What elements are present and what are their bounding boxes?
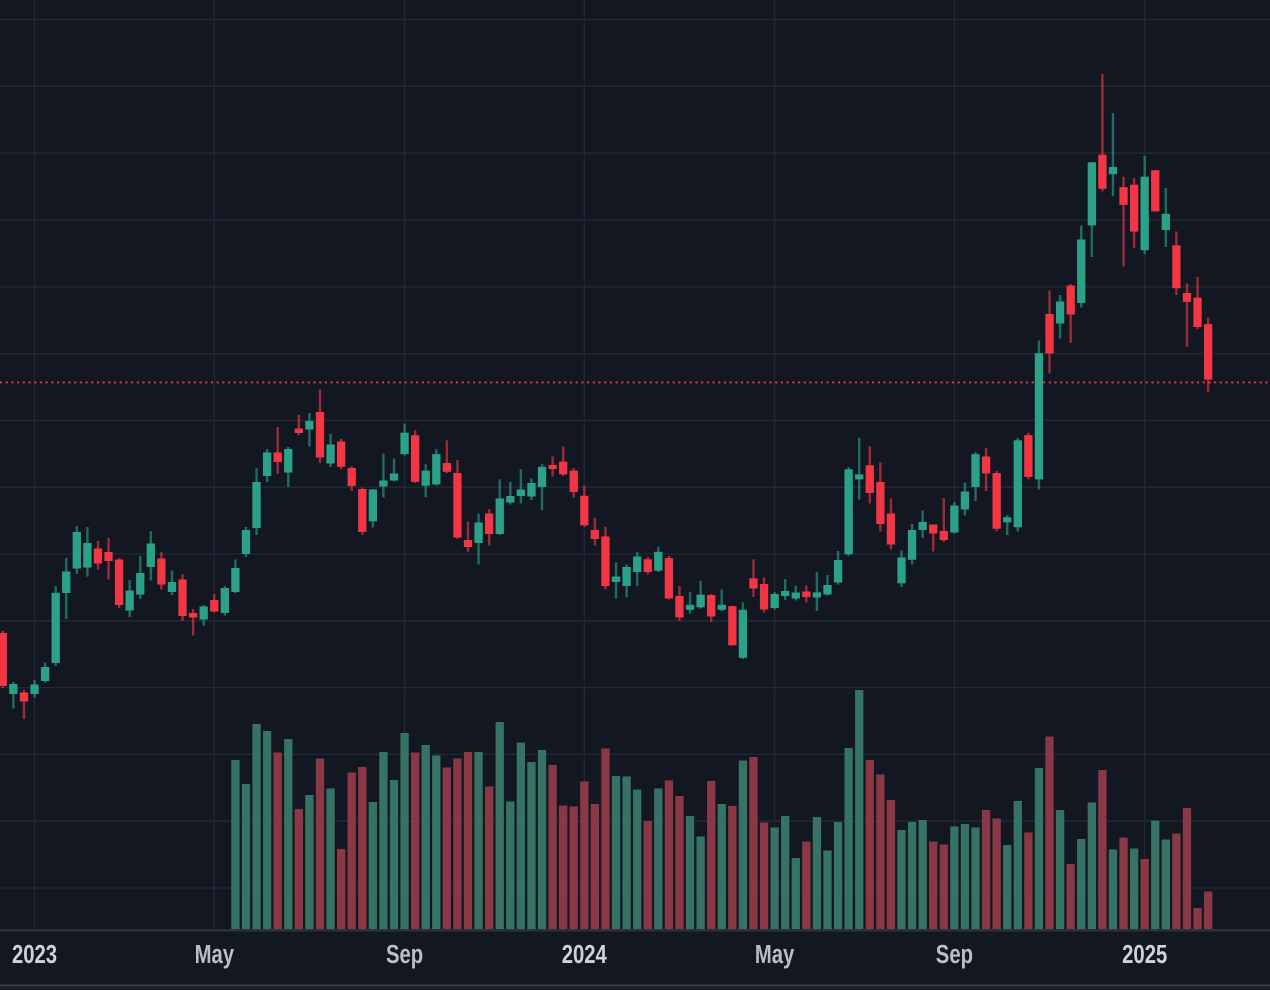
svg-text:May: May [195, 940, 234, 969]
svg-text:Sep: Sep [386, 940, 423, 969]
svg-text:Sep: Sep [936, 940, 973, 969]
svg-text:2025: 2025 [1122, 940, 1167, 969]
svg-text:2024: 2024 [562, 940, 607, 969]
svg-text:May: May [755, 940, 794, 969]
svg-text:2023: 2023 [12, 940, 57, 969]
